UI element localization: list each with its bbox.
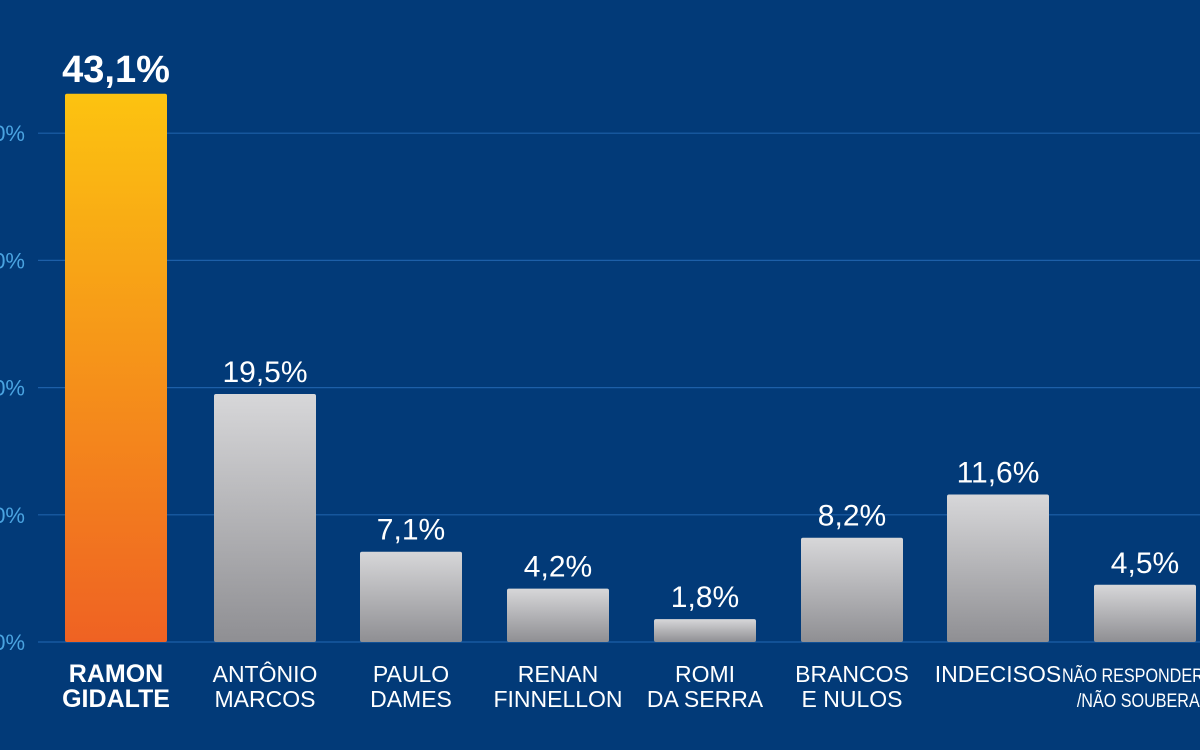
bars: 43,1% 19,5% 7,1% 4,2% 1,8% 8,2% 11,6% 4,5% [62, 49, 1196, 642]
value-label: 19,5% [222, 356, 307, 389]
value-label: 8,2% [818, 500, 886, 533]
bar [801, 537, 903, 642]
category-label: ANTÔNIO [213, 660, 318, 687]
y-tick-label: 0% [0, 630, 25, 655]
category-label: E NULOS [802, 686, 903, 712]
category-label: RENAN [518, 661, 599, 687]
category-label: FINNELLON [493, 686, 622, 712]
y-tick-label: 40% [0, 121, 25, 146]
category-label: PAULO [373, 661, 449, 687]
value-label: 11,6% [957, 456, 1040, 489]
y-tick-label: 30% [0, 248, 25, 273]
category-label: NÃO RESPONDERAM [1062, 664, 1200, 687]
category-label: GIDALTE [62, 685, 170, 713]
category-label: BRANCOS [795, 661, 909, 687]
bar [654, 619, 756, 642]
category-label: MARCOS [215, 686, 316, 712]
value-label: 1,8% [671, 581, 739, 614]
category-label: /NÃO SOUBERAM [1077, 689, 1200, 712]
y-tick-label: 10% [0, 503, 25, 528]
value-label: 7,1% [377, 514, 445, 547]
bar [1094, 584, 1196, 642]
value-label: 4,5% [1111, 547, 1179, 580]
category-label: ROMI [675, 661, 735, 687]
category-label: DAMES [370, 686, 452, 712]
bar [360, 551, 462, 642]
value-label: 43,1% [62, 49, 170, 91]
y-axis-ticks: 0% 10% 20% 30% 40% [0, 121, 25, 655]
category-label: INDECISOS [935, 661, 1062, 687]
bar [947, 494, 1049, 642]
bar [65, 93, 167, 642]
value-label: 4,2% [524, 551, 592, 584]
category-label: RAMON [69, 660, 163, 688]
y-tick-label: 20% [0, 376, 25, 401]
category-label: DA SERRA [647, 686, 764, 712]
bar [214, 393, 316, 642]
bar [507, 588, 609, 642]
